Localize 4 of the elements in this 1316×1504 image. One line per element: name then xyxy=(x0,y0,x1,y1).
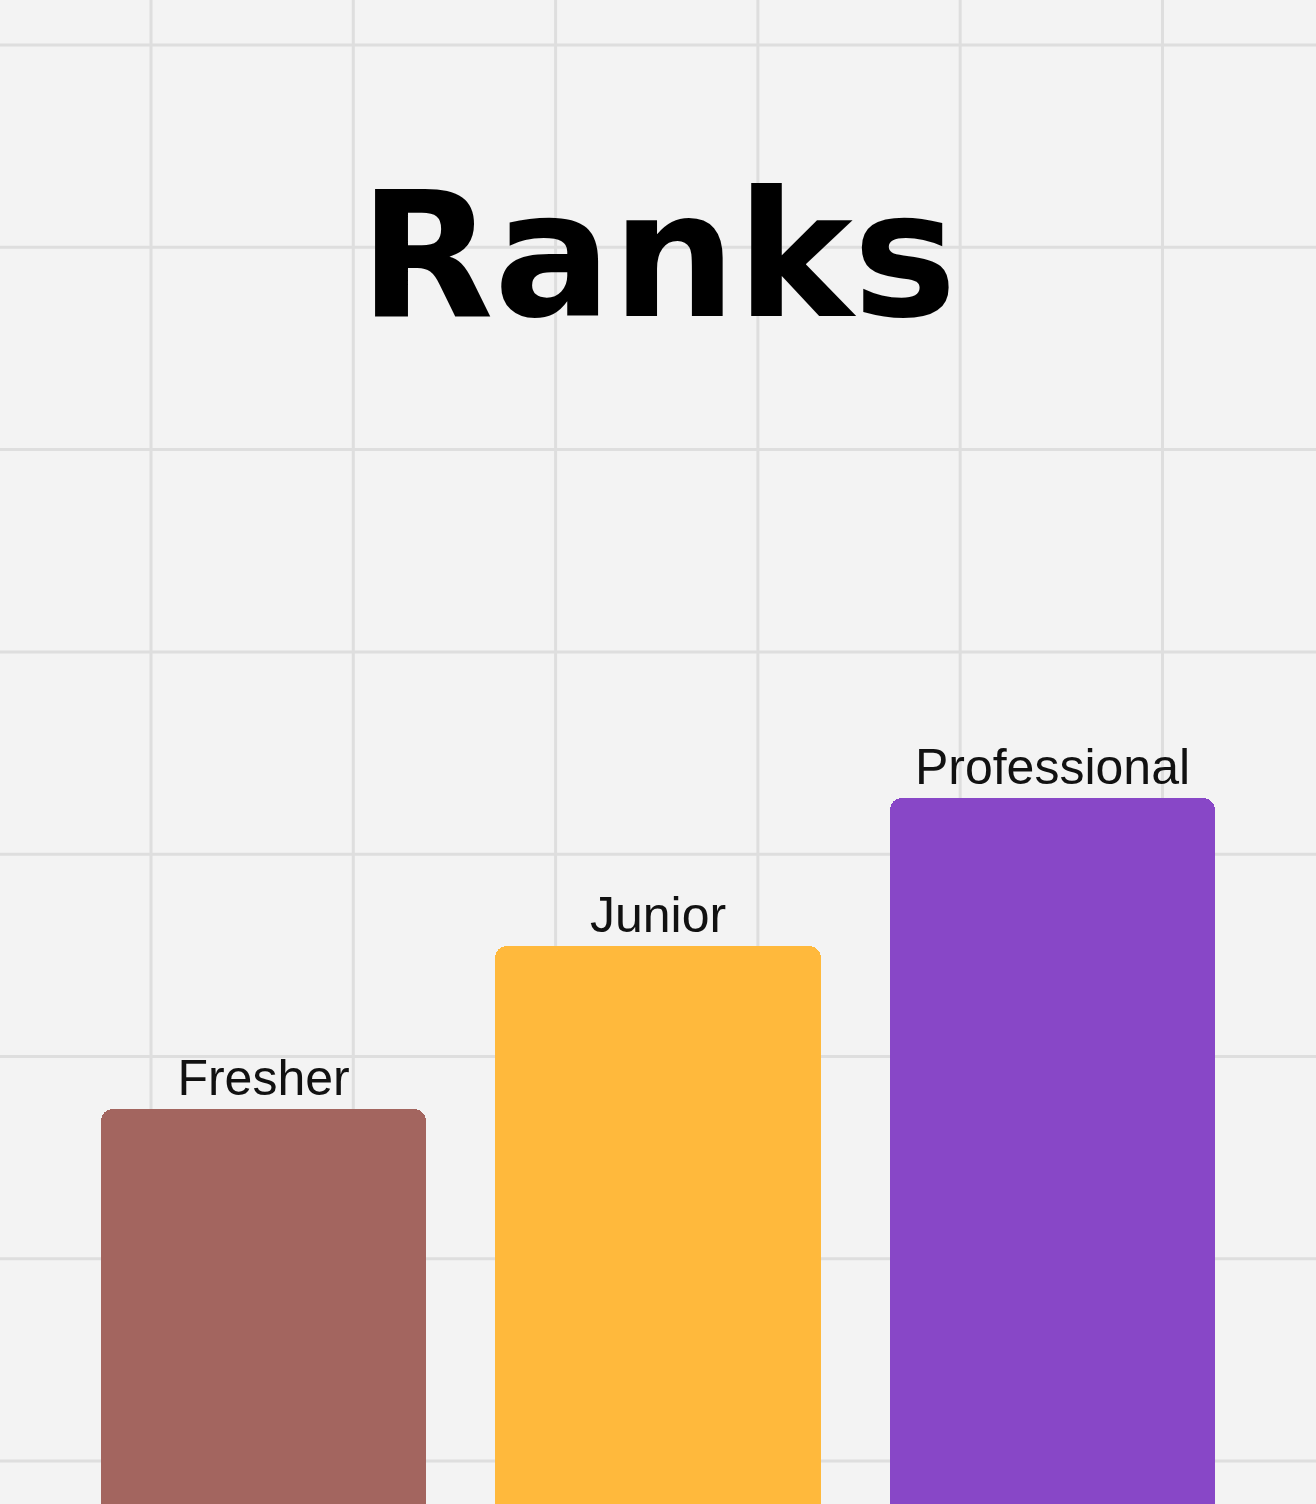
chart-title: Ranks xyxy=(359,154,957,358)
x-tick-label: Professional xyxy=(914,739,1191,795)
x-tick-label: Fresher xyxy=(177,1050,350,1106)
x-tick-label: Junior xyxy=(589,887,727,943)
